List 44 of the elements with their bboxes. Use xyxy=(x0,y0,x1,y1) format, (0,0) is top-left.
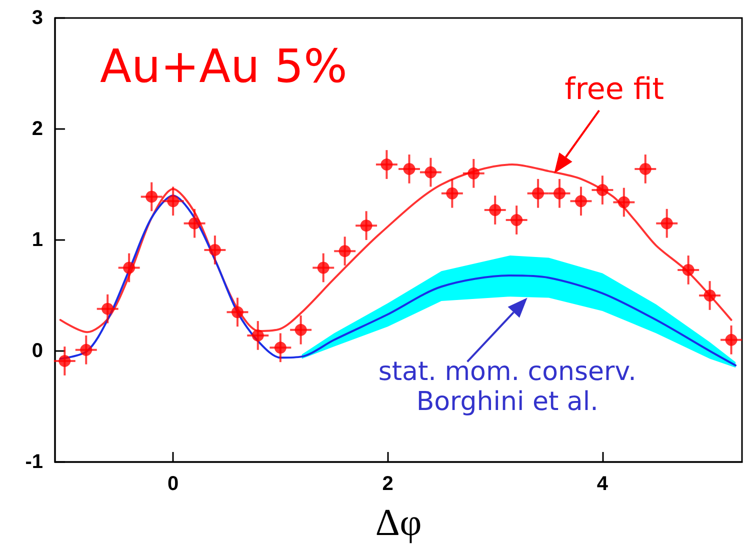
annotation: stat. mom. conserv. Borghini et al. xyxy=(378,356,636,418)
y-tick-label: 0 xyxy=(32,340,43,362)
annotation: free fit xyxy=(564,72,664,108)
point xyxy=(252,329,264,342)
x-tick-label: 2 xyxy=(382,473,394,495)
point xyxy=(660,217,673,230)
point xyxy=(682,264,694,276)
point xyxy=(146,190,158,203)
point xyxy=(704,290,716,302)
point xyxy=(188,217,201,230)
x-axis-title: Δφ xyxy=(375,502,422,544)
point xyxy=(618,196,630,208)
point xyxy=(360,220,372,232)
point xyxy=(510,214,523,226)
point xyxy=(489,204,502,216)
point xyxy=(274,342,286,354)
point xyxy=(380,158,393,171)
point xyxy=(424,166,437,178)
point xyxy=(532,187,544,200)
point xyxy=(639,162,652,175)
y-tick-label: 2 xyxy=(32,118,43,140)
point xyxy=(167,195,180,208)
y-tick-label: 3 xyxy=(32,7,43,29)
point xyxy=(208,244,221,256)
x-tick-label: 0 xyxy=(168,473,179,495)
point xyxy=(403,162,416,175)
point xyxy=(58,354,71,367)
point xyxy=(123,262,136,274)
point xyxy=(554,187,566,200)
y-tick-label: 1 xyxy=(32,229,43,251)
point xyxy=(102,302,114,315)
y-tick-label: -1 xyxy=(25,451,43,473)
point xyxy=(338,245,351,258)
x-tick-label: 4 xyxy=(596,473,609,495)
point xyxy=(574,195,587,208)
point xyxy=(80,344,92,356)
point xyxy=(725,334,738,346)
point xyxy=(294,324,307,336)
point xyxy=(446,187,458,200)
point xyxy=(231,306,244,318)
point xyxy=(596,184,608,196)
annotation: Au+Au 5% xyxy=(100,39,348,93)
point xyxy=(468,167,480,180)
point xyxy=(317,262,330,274)
